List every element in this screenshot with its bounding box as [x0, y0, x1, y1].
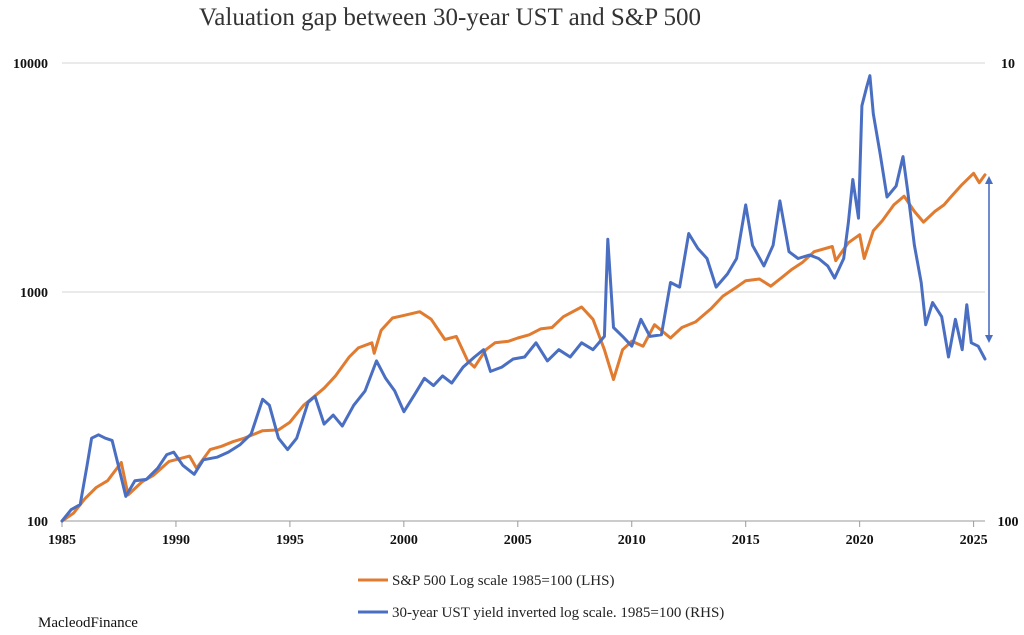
credit-text: MacleodFinance: [38, 615, 138, 631]
x-tick-label: 1995: [276, 533, 304, 548]
legend-label: S&P 500 Log scale 1985=100 (LHS): [392, 573, 614, 589]
right-tick-label: 100: [998, 515, 1019, 530]
left-tick-label: 100: [27, 515, 48, 530]
x-tick-label: 2025: [960, 533, 988, 548]
gap-arrow-head-up: [985, 176, 993, 184]
chart-title: Valuation gap between 30-year UST and S&…: [199, 4, 701, 31]
x-tick-label: 2015: [732, 533, 760, 548]
series-lines: [60, 74, 987, 523]
ust-yield-line: [60, 74, 987, 523]
x-tick-label: 1985: [48, 533, 76, 548]
tick-labels: 100 1000 10000 100 10 1985 1990 1995 2000 2005 201…: [13, 57, 1019, 548]
right-tick-label: 10: [1001, 57, 1015, 72]
gap-arrow: [985, 176, 993, 343]
x-tick-label: 2005: [504, 533, 532, 548]
x-tick-label: 2010: [618, 533, 646, 548]
sp500-line: [60, 171, 987, 523]
left-tick-label: 10000: [13, 57, 48, 72]
legend-label: 30-year UST yield inverted log scale. 19…: [392, 605, 724, 621]
x-tick-label: 2020: [846, 533, 874, 548]
gap-arrow-head-down: [985, 335, 993, 343]
legend: S&P 500 Log scale 1985=100 (LHS) 30-year …: [358, 573, 724, 621]
left-tick-label: 1000: [20, 286, 48, 301]
x-tick-label: 2000: [390, 533, 418, 548]
axes: [61, 521, 975, 527]
gridlines: [62, 62, 985, 522]
x-tick-label: 1990: [162, 533, 190, 548]
